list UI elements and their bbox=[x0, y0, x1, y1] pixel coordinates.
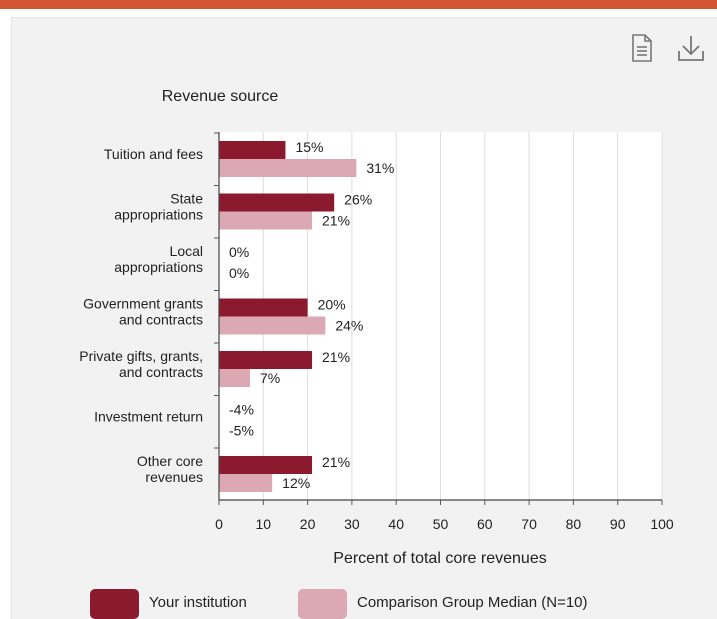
bar bbox=[219, 456, 313, 474]
bar bbox=[219, 141, 286, 159]
legend: Your institution Comparison Group Median … bbox=[90, 589, 588, 619]
data-label: 7% bbox=[260, 370, 280, 386]
x-tick-label: 60 bbox=[477, 516, 493, 532]
x-tick-label: 10 bbox=[256, 516, 272, 532]
download-icon[interactable] bbox=[674, 33, 708, 63]
x-tick-label: 0 bbox=[215, 516, 223, 532]
x-tick-label: 20 bbox=[300, 516, 316, 532]
x-tick-label: 70 bbox=[521, 516, 537, 532]
category-label: Government grants bbox=[83, 296, 203, 312]
data-label: 12% bbox=[282, 475, 310, 491]
legend-swatch bbox=[298, 589, 347, 619]
category-label: Other core bbox=[137, 453, 203, 469]
category-label: and contracts bbox=[119, 312, 203, 328]
category-label: Local bbox=[170, 243, 203, 259]
data-label: 15% bbox=[295, 139, 323, 155]
x-tick-label: 40 bbox=[388, 516, 404, 532]
category-labels: Tuition and feesStateappropriationsLocal… bbox=[79, 146, 203, 485]
data-label: 0% bbox=[229, 265, 249, 281]
data-label: 21% bbox=[322, 454, 350, 470]
x-tick-label: 30 bbox=[344, 516, 360, 532]
top-accent-bar bbox=[0, 0, 717, 9]
x-axis-label: Percent of total core revenues bbox=[333, 550, 546, 567]
data-label: 31% bbox=[366, 160, 394, 176]
data-label: 26% bbox=[344, 192, 372, 208]
category-label: Investment return bbox=[94, 409, 203, 425]
data-label: 0% bbox=[229, 244, 249, 260]
x-tick-label: 50 bbox=[433, 516, 449, 532]
category-label: Private gifts, grants, bbox=[79, 348, 203, 364]
category-label: appropriations bbox=[114, 207, 203, 223]
data-label: 21% bbox=[322, 213, 350, 229]
document-icon[interactable] bbox=[629, 33, 655, 63]
data-label: 20% bbox=[318, 297, 346, 313]
bar bbox=[219, 369, 251, 387]
legend-swatch bbox=[90, 589, 139, 619]
bar bbox=[219, 474, 273, 492]
category-label: appropriations bbox=[114, 259, 203, 275]
data-label: -4% bbox=[229, 402, 254, 418]
x-tick-label: 100 bbox=[650, 516, 674, 532]
x-axis-ticks: 0 10 20 30 40 50 60 70 80 90 100 bbox=[215, 500, 674, 532]
bar bbox=[219, 159, 357, 177]
category-label: State bbox=[170, 191, 203, 207]
legend-label[interactable]: Your institution bbox=[149, 594, 247, 611]
category-label: and contracts bbox=[119, 364, 203, 380]
chart-title: Revenue source bbox=[162, 88, 279, 105]
data-label: 24% bbox=[335, 318, 363, 334]
data-labels: 15% 31% 26% 21% 0% 0% 20% 24% 21% 7% -4% -5% 21% 12% bbox=[229, 139, 394, 491]
x-tick-label: 80 bbox=[566, 516, 582, 532]
x-tick-label: 90 bbox=[610, 516, 626, 532]
bar bbox=[219, 316, 326, 335]
data-label: 21% bbox=[322, 349, 350, 365]
category-label: Tuition and fees bbox=[104, 146, 203, 162]
legend-label[interactable]: Comparison Group Median (N=10) bbox=[357, 594, 588, 611]
bar bbox=[219, 193, 335, 212]
bar bbox=[219, 211, 313, 230]
bar bbox=[219, 351, 313, 369]
bars bbox=[219, 141, 357, 492]
category-label: revenues bbox=[145, 469, 203, 485]
bar bbox=[219, 298, 308, 317]
data-label: -5% bbox=[229, 423, 254, 439]
